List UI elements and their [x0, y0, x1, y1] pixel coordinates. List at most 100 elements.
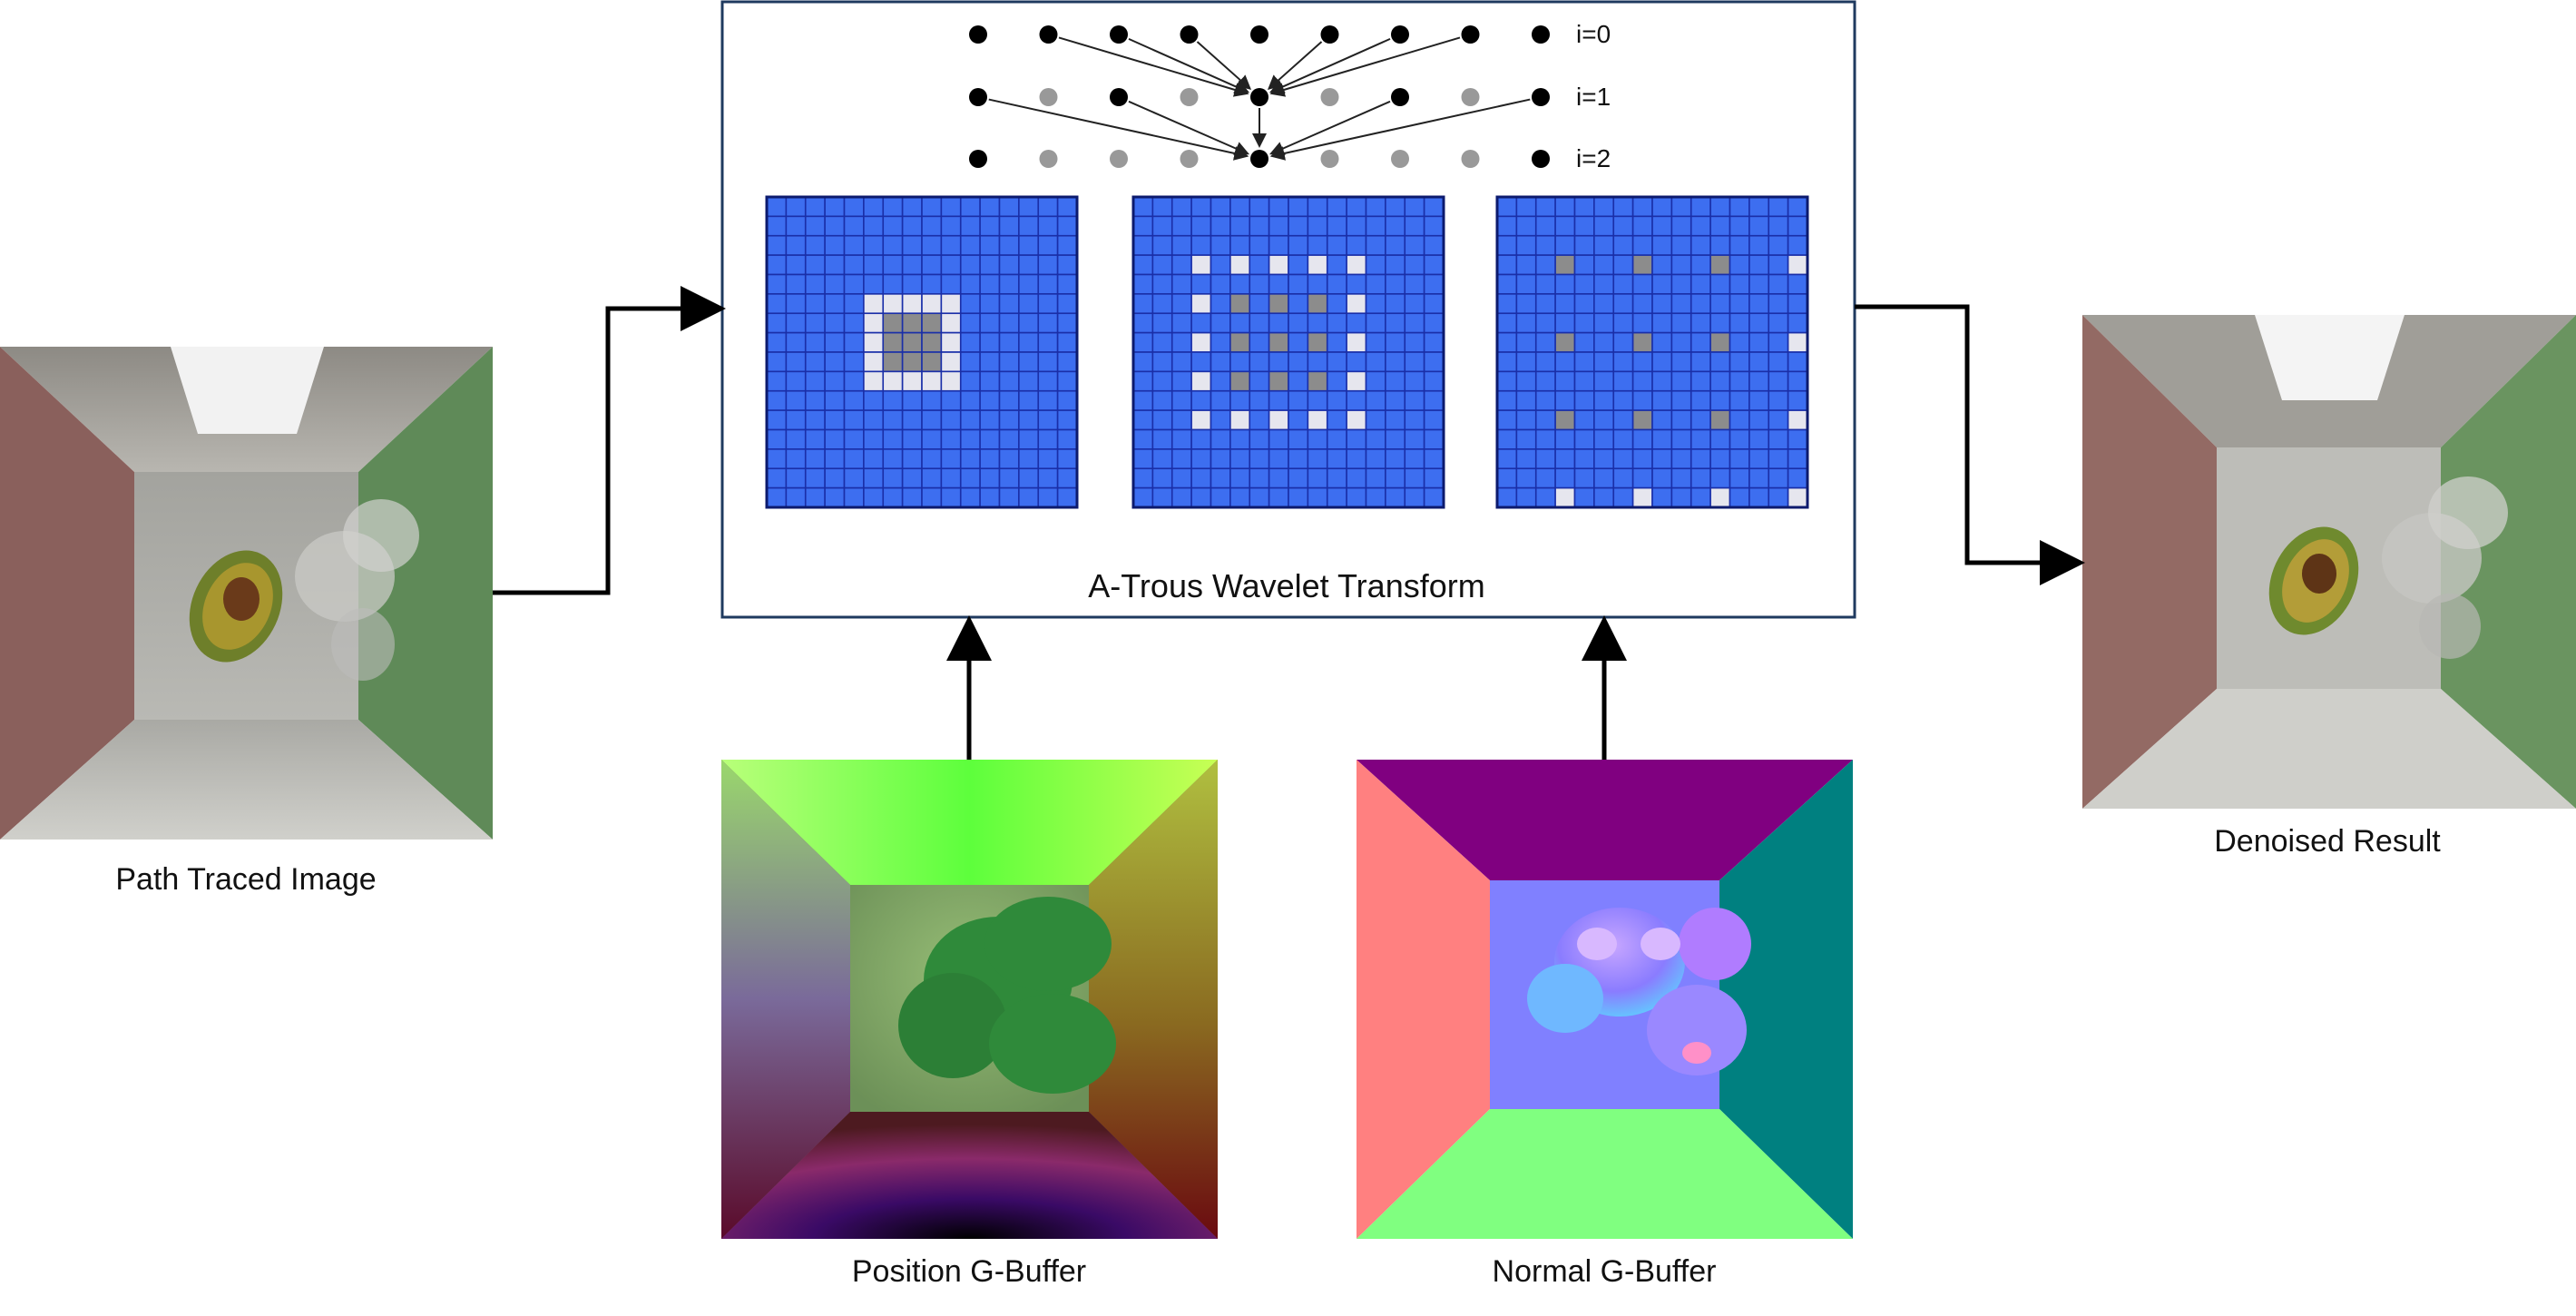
grid-cell: [1210, 215, 1231, 237]
grid-cell: [1573, 467, 1595, 489]
grid-cell: [1768, 389, 1789, 411]
grid-cell: [882, 370, 904, 392]
grid-cell: [766, 196, 788, 218]
lattice-edge: [1058, 36, 1249, 97]
grid-cell: [1496, 409, 1518, 431]
grid-cell: [1288, 370, 1309, 392]
grid-cell: [1612, 215, 1634, 237]
grid-cell: [1249, 389, 1270, 411]
grid-cell: [1190, 234, 1212, 256]
grid-cell: [1385, 409, 1406, 431]
grid-cell: [998, 196, 1020, 218]
grid-cell: [1573, 196, 1595, 218]
grid-cell: [1554, 331, 1576, 353]
grid-cell: [1249, 486, 1270, 508]
grid-cell: [1307, 331, 1328, 353]
grid-cell: [1496, 273, 1518, 295]
grid-cell: [959, 370, 981, 392]
grid-cell: [1593, 254, 1615, 276]
lattice-dot: [1461, 150, 1480, 168]
grid-cell: [863, 409, 885, 431]
grid-cell: [1365, 409, 1386, 431]
grid-cell: [1249, 331, 1270, 353]
grid-cell: [1768, 370, 1789, 392]
grid-cell: [1423, 428, 1445, 450]
grid-cell: [921, 448, 943, 470]
grid-cell: [1170, 409, 1192, 431]
grid-cell: [1385, 428, 1406, 450]
grid-cell: [1631, 215, 1653, 237]
grid-cell: [1229, 215, 1251, 237]
grid-cell: [959, 467, 981, 489]
grid-cell: [1229, 273, 1251, 295]
grid-cell: [804, 409, 826, 431]
grid-cell: [1729, 409, 1750, 431]
lattice-dot: [1320, 25, 1339, 44]
grid-cell: [940, 389, 962, 411]
grid-cell: [1385, 312, 1406, 334]
grid-cell: [1593, 196, 1615, 218]
grid-cell: [1037, 312, 1059, 334]
grid-cell: [1037, 234, 1059, 256]
grid-cell: [1365, 351, 1386, 373]
grid-cell: [1210, 273, 1231, 295]
grid-cell: [1268, 448, 1289, 470]
grid-cell: [1056, 196, 1078, 218]
grid-cell: [1132, 293, 1154, 315]
grid-cell: [1229, 331, 1251, 353]
grid-cell: [1515, 389, 1537, 411]
grid-cell: [901, 351, 923, 373]
grid-cell: [1768, 312, 1789, 334]
grid-cell: [1729, 273, 1750, 295]
grid-cell: [1056, 409, 1078, 431]
grid-cell: [940, 351, 962, 373]
grid-cell: [1534, 196, 1556, 218]
grid-cell: [1132, 331, 1154, 353]
grid-cell: [921, 331, 943, 353]
grid-cell: [804, 273, 826, 295]
grid-cell: [785, 215, 807, 237]
grid-cell: [1210, 331, 1231, 353]
grid-cell: [1690, 370, 1711, 392]
grid-cell: [1573, 293, 1595, 315]
grid-cell: [785, 409, 807, 431]
grid-cell: [1190, 389, 1212, 411]
grid-cell: [804, 351, 826, 373]
grid-cell: [1612, 293, 1634, 315]
grid-cell: [1288, 234, 1309, 256]
grid-cell: [1768, 409, 1789, 431]
grid-cell: [824, 254, 846, 276]
grid-cell: [863, 273, 885, 295]
grid-cell: [863, 428, 885, 450]
grid-cell: [998, 448, 1020, 470]
grid-cell: [1385, 331, 1406, 353]
grid-cell: [1190, 331, 1212, 353]
grid-cell: [785, 234, 807, 256]
grid-cell: [1768, 196, 1789, 218]
grid-cell: [1210, 409, 1231, 431]
grid-cell: [1365, 273, 1386, 295]
grid-cell: [1229, 254, 1251, 276]
grid-cell: [1593, 331, 1615, 353]
grid-cell: [1651, 196, 1673, 218]
grid-cell: [1729, 254, 1750, 276]
grid-cell: [998, 467, 1020, 489]
grid-cell: [1037, 370, 1059, 392]
grid-cell: [766, 370, 788, 392]
grid-cell: [1288, 273, 1309, 295]
grid-cell: [1365, 312, 1386, 334]
grid-cell: [766, 351, 788, 373]
grid-cell: [1326, 486, 1347, 508]
grid-cell: [1670, 293, 1692, 315]
grid-cell: [804, 215, 826, 237]
grid-cell: [1018, 196, 1040, 218]
grid-cell: [766, 215, 788, 237]
grid-cell: [1515, 351, 1537, 373]
grid-cell: [959, 293, 981, 315]
grid-cell: [1787, 486, 1808, 508]
grid-cell: [959, 215, 981, 237]
grid-cell: [901, 467, 923, 489]
grid-cell: [1229, 370, 1251, 392]
grid-cell: [979, 254, 1001, 276]
grid-cell: [1690, 351, 1711, 373]
